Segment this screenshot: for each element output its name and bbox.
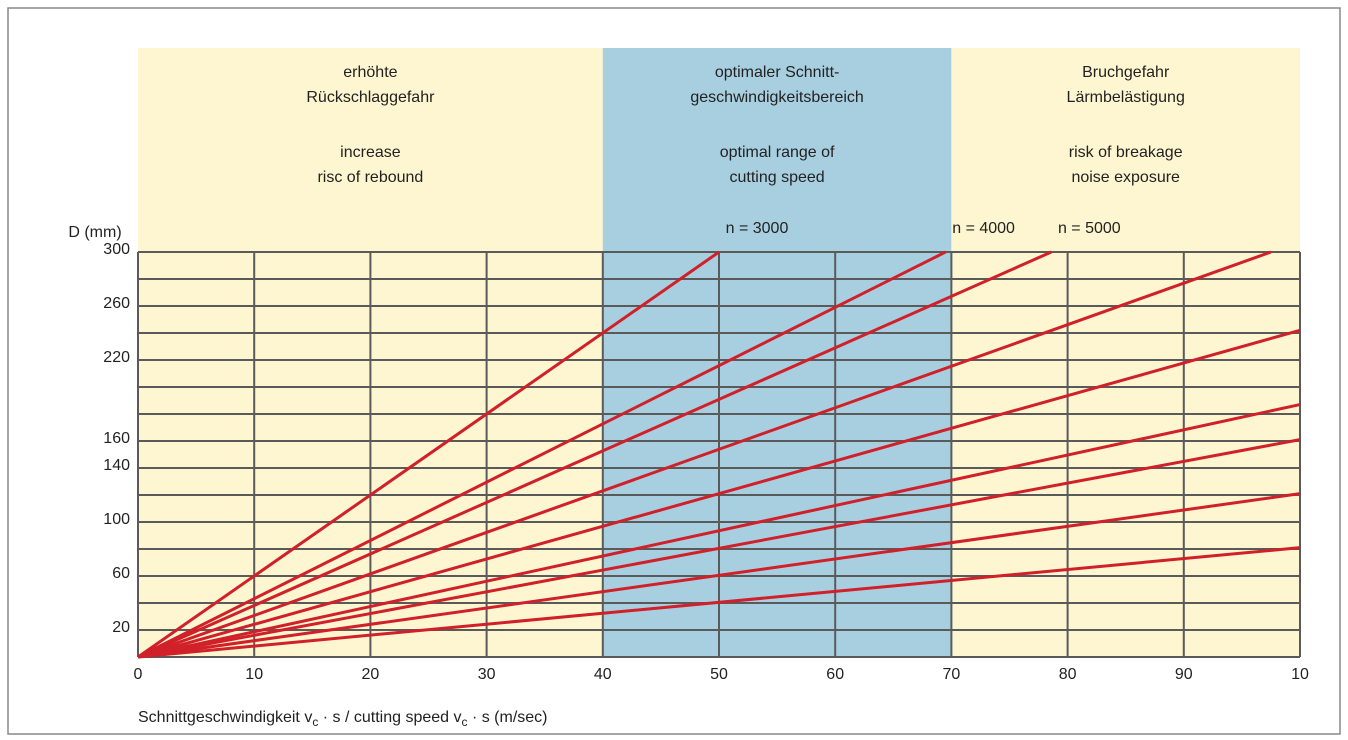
y-tick-label: 20 [112, 619, 130, 636]
x-tick-label: 10 [1291, 666, 1309, 683]
x-tick-label: 50 [710, 666, 728, 683]
series-line [137, 250, 1272, 659]
x-tick-label: 70 [943, 666, 961, 683]
zone-text: risk of breakage [1069, 144, 1183, 161]
zone-text: optimal range of [720, 144, 835, 161]
x-tick-label: 0 [134, 666, 143, 683]
x-tick-label: 10 [245, 666, 263, 683]
zone-text: erhöhte [343, 64, 397, 81]
x-tick-label: 40 [594, 666, 612, 683]
zone-text: increase [340, 144, 401, 161]
series-label: n = 5000 [1058, 220, 1121, 237]
labels: erhöhte Rückschlaggefahr increase risc of r… [103, 64, 1309, 683]
series-line [137, 328, 1301, 659]
y-axis-label: D (mm) [68, 224, 121, 241]
y-tick-label: 220 [103, 349, 130, 366]
series-line [137, 403, 1301, 659]
series-line [137, 492, 1301, 659]
y-tick-label: 140 [103, 457, 130, 474]
zone-text: geschwindigkeitsbereich [690, 89, 863, 106]
x-tick-label: 30 [478, 666, 496, 683]
x-tick-label: 60 [826, 666, 844, 683]
series-line [137, 250, 1052, 659]
x-tick-label: 80 [1059, 666, 1077, 683]
zone [951, 48, 1300, 657]
label-part: · s (m/sec) [468, 709, 548, 726]
x-tick-label: 90 [1175, 666, 1193, 683]
zone-text: cutting speed [730, 169, 825, 186]
zone-text: Lärmbelästigung [1067, 89, 1185, 106]
series-line [137, 438, 1301, 659]
series-line [137, 250, 720, 659]
y-tick-label: 300 [103, 241, 130, 258]
subscript: c [462, 715, 468, 729]
zone-text: noise exposure [1071, 169, 1180, 186]
y-tick-label: 260 [103, 295, 130, 312]
zone-text: optimaler Schnitt- [715, 64, 840, 81]
series-line [137, 546, 1301, 659]
y-tick-label: 160 [103, 430, 130, 447]
label-part: · s / cutting speed v [318, 709, 461, 726]
lines [137, 250, 1301, 659]
series-label: n = 3000 [726, 220, 789, 237]
y-tick-label: 100 [103, 511, 130, 528]
zone-text: Bruchgefahr [1082, 64, 1170, 81]
x-tick-label: 20 [362, 666, 380, 683]
x-axis-label: Schnittgeschwindigkeit vc · s / cutting … [138, 709, 548, 729]
series-line [137, 250, 947, 659]
zone-text: Rückschlaggefahr [306, 89, 435, 106]
zone-text: risc of rebound [317, 169, 423, 186]
label-part: Schnittgeschwindigkeit v [138, 709, 312, 726]
subscript: c [312, 715, 318, 729]
y-tick-label: 60 [112, 565, 130, 582]
zone [602, 48, 952, 657]
series-label: n = 4000 [952, 220, 1015, 237]
